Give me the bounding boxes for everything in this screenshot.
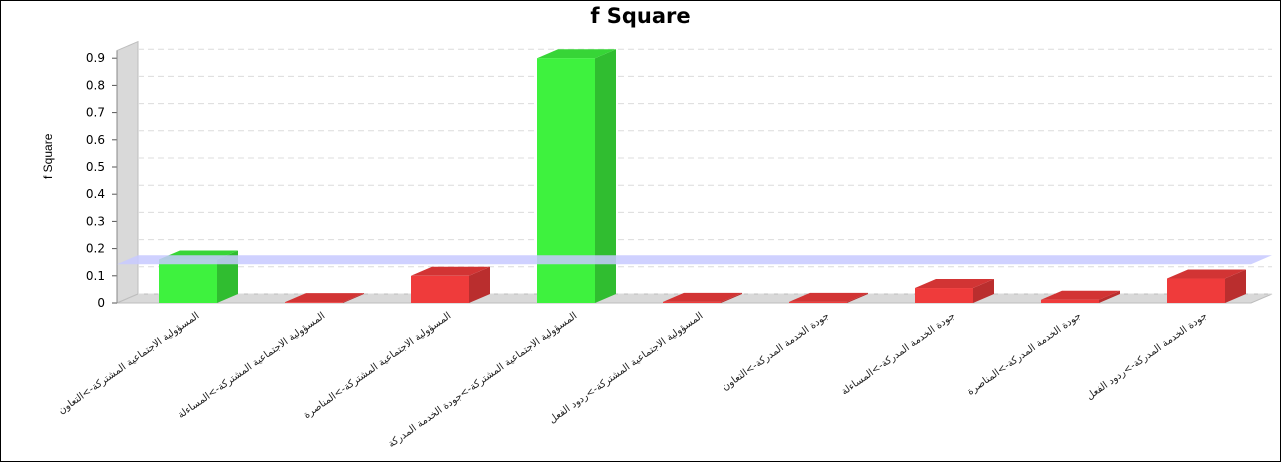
y-tick-label: 0.7 (86, 106, 105, 120)
bar (159, 259, 217, 303)
bar-side (973, 279, 994, 303)
bar (285, 302, 343, 303)
bar-side (847, 292, 868, 303)
bar-top (285, 293, 364, 303)
bar (789, 301, 847, 303)
bar-side (1099, 290, 1120, 303)
bar-top (1167, 269, 1246, 279)
bar-top (663, 292, 742, 302)
bar-top (915, 279, 994, 289)
x-tick-label: المسؤولية الاجتماعية المشتركة->المساءلة (176, 310, 327, 421)
y-tick-label: 0.1 (86, 269, 105, 283)
y-tick-label: 0.9 (86, 51, 105, 65)
x-tick-label: المسؤولية الاجتماعية المشتركة->ردود الفع… (547, 310, 705, 425)
x-tick-label: جودة الخدمة المدركة->المساءلة (840, 310, 958, 397)
bar (1167, 278, 1225, 303)
bar-side (595, 49, 616, 304)
bar (1041, 299, 1099, 303)
x-tick-label: المسؤولية الاجتماعية المشتركة->المناصرة (302, 310, 454, 421)
bar-top (1041, 290, 1120, 300)
y-tick-label: 0.6 (86, 133, 105, 147)
threshold-band (117, 255, 1272, 265)
bar-top (537, 49, 616, 59)
y-tick-label: 0.3 (86, 214, 105, 228)
bar-side (1225, 269, 1246, 303)
x-tick-label: جودة الخدمة المدركة->ردود الفعل (1085, 310, 1210, 402)
bar (663, 301, 721, 303)
bar-side (721, 292, 742, 303)
bar (915, 288, 973, 303)
x-tick-label: جودة الخدمة المدركة->التعاون (720, 310, 831, 393)
y-tick-label: 0.4 (86, 187, 105, 201)
x-tick-label: المسؤولية الاجتماعية المشتركة->جودة الخد… (386, 310, 579, 450)
x-tick-label: المسؤولية الاجتماعية المشتركة->التعاون (56, 310, 201, 416)
x-tick-label: جودة الخدمة المدركة->المناصرة (965, 310, 1083, 397)
y-tick-label: 0.8 (86, 78, 105, 92)
y-tick-label: 0.5 (86, 160, 105, 174)
bar (537, 58, 595, 304)
y-tick-label: 0.2 (86, 242, 105, 256)
bar-top (411, 266, 490, 276)
y-tick-label: 0 (97, 296, 105, 310)
bar-top (789, 292, 868, 302)
bar-side (343, 293, 364, 303)
chart-title: f Square (590, 4, 691, 28)
bar (411, 275, 469, 303)
bar-side (469, 266, 490, 303)
